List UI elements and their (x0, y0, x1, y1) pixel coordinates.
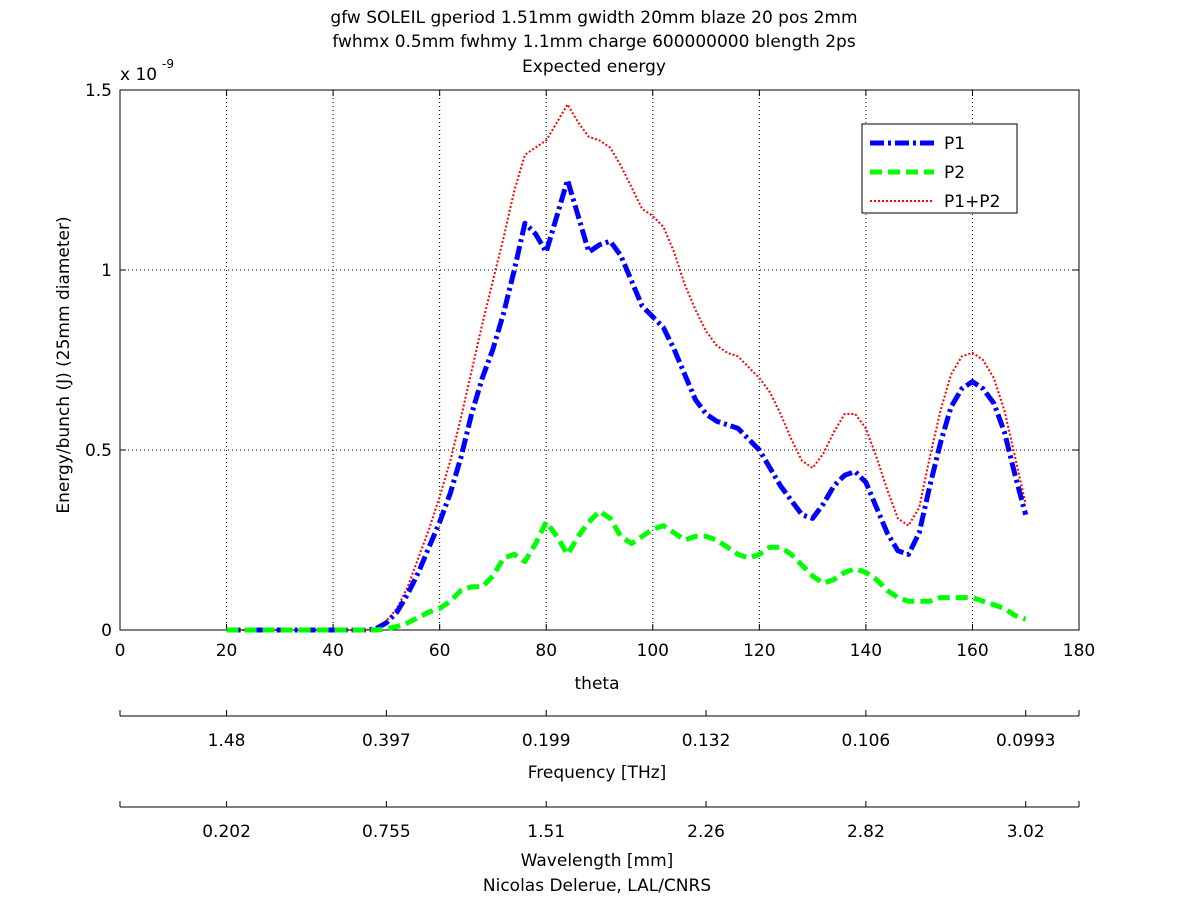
x-tick-label: 140 (850, 641, 882, 661)
y-exponent-power: -9 (162, 57, 174, 71)
frequency-tick-label: 0.0993 (996, 731, 1055, 751)
title-line-3: Expected energy (522, 57, 666, 77)
plot-frame (119, 89, 1080, 631)
x-tick-label: 80 (535, 641, 557, 661)
x-tick-label: 100 (637, 641, 669, 661)
frequency-axis: Frequency [THz] 1.48 0.397 0.199 0.132 0.106… (119, 710, 1080, 783)
y-tick-label: 0.5 (85, 441, 112, 461)
frequency-axis-label: Frequency [THz] (528, 763, 667, 783)
title-line-1: gfw SOLEIL gperiod 1.51mm gwidth 20mm bl… (330, 8, 857, 28)
wavelength-tick-label: 0.755 (362, 822, 411, 842)
frequency-tick-label: 1.48 (208, 731, 246, 751)
frequency-tick-label: 0.397 (362, 731, 411, 751)
x-tick-label: 0 (115, 641, 126, 661)
x-tick-label: 60 (429, 641, 451, 661)
series-line-p2 (226, 508, 1027, 633)
y-tick-label: 0 (101, 621, 112, 641)
x-axis-label: theta (575, 674, 620, 694)
x-axis: 0 20 40 60 80 100 120 140 160 180 (115, 90, 1095, 661)
frequency-tick-label: 0.199 (522, 731, 571, 751)
legend-box (861, 123, 1018, 214)
wavelength-axis-label: Wavelength [mm] (521, 851, 674, 871)
y-axis-label: Energy/bunch (J) (25mm diameter) (54, 216, 74, 513)
wavelength-tick-label: 2.26 (687, 822, 725, 842)
y-exponent-base: x 10 (120, 65, 157, 85)
legend-label-p1: P1 (944, 134, 965, 154)
wavelength-tick-label: 0.202 (202, 822, 251, 842)
x-tick-label: 120 (743, 641, 775, 661)
footer-credit: Nicolas Delerue, LAL/CNRS (483, 876, 711, 896)
legend: P1 P2 P1+P2 (861, 123, 1018, 214)
legend-label-p1-p2: P1+P2 (944, 192, 1000, 212)
wavelength-tick-label: 3.02 (1007, 822, 1045, 842)
y-tick-label: 1.5 (85, 81, 112, 101)
x-tick-label: 20 (216, 641, 238, 661)
chart-title: gfw SOLEIL gperiod 1.51mm gwidth 20mm bl… (330, 8, 857, 77)
x-tick-label: 180 (1063, 641, 1095, 661)
y-tick-label: 1 (101, 261, 112, 281)
y-axis: 0 0.5 1 1.5 (85, 81, 1079, 641)
wavelength-axis: Wavelength [mm] 0.202 0.755 1.51 2.26 2.82 3.… (119, 801, 1080, 871)
frequency-tick-label: 0.132 (682, 731, 731, 751)
y-exponent: x 10 -9 (120, 57, 174, 85)
title-line-2: fwhmx 0.5mm fwhmy 1.1mm charge 600000000… (332, 32, 856, 52)
x-tick-label: 160 (956, 641, 988, 661)
wavelength-tick-label: 2.82 (847, 822, 885, 842)
x-tick-label: 40 (322, 641, 344, 661)
wavelength-tick-label: 1.51 (527, 822, 565, 842)
series-layer (226, 103, 1029, 633)
legend-label-p2: P2 (944, 163, 965, 183)
frequency-tick-label: 0.106 (842, 731, 891, 751)
